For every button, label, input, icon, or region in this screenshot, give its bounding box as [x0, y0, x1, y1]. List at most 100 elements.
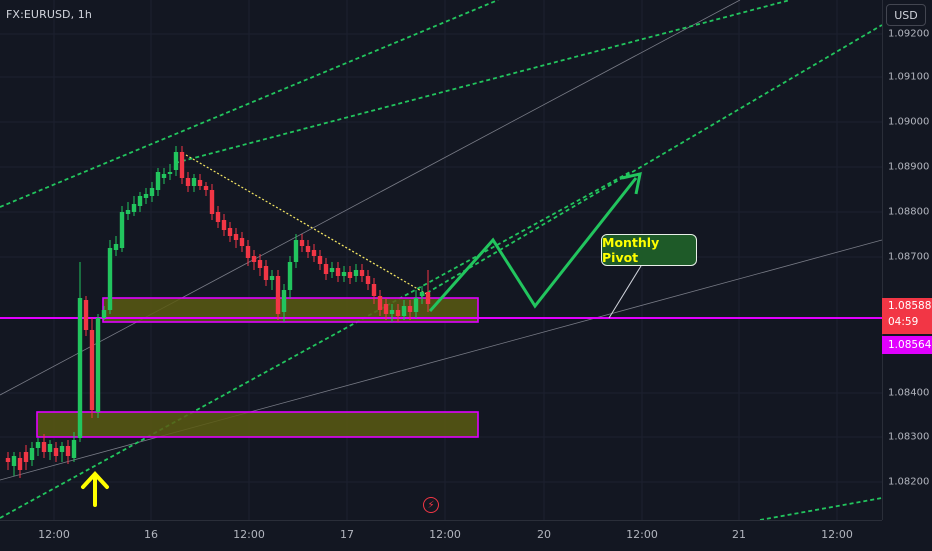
trendline-gray-upper [0, 0, 741, 396]
candle-body [239, 238, 245, 246]
green-trendlines [0, 0, 882, 520]
bar-countdown: 04:59 [888, 316, 919, 328]
price-tick: 1.08200 [888, 476, 930, 488]
candle-body [419, 292, 425, 296]
time-axis[interactable] [0, 520, 882, 551]
candle-body [197, 180, 203, 186]
time-tick: 21 [732, 528, 746, 541]
price-tick: 1.09200 [888, 28, 930, 40]
candle-body [425, 292, 431, 304]
time-tick: 12:00 [233, 528, 265, 541]
candle-body [359, 270, 365, 276]
candle-body [5, 458, 11, 462]
candle-body [11, 456, 17, 466]
candle-body [245, 246, 251, 258]
candle-body [341, 272, 347, 276]
candle-body [275, 276, 281, 314]
trendline-steep [0, 0, 499, 208]
candle-body [191, 178, 197, 186]
trendline-gray-lower [0, 239, 882, 481]
candle-body [287, 262, 293, 290]
candle-body [257, 260, 263, 268]
price-tick: 1.08300 [888, 431, 930, 443]
price-axis[interactable] [882, 0, 932, 520]
currency-button[interactable]: USD [886, 4, 926, 26]
time-tick: 16 [144, 528, 158, 541]
trendline-upper-channel [174, 0, 791, 164]
candle-body [407, 306, 413, 312]
candle-body [95, 318, 101, 412]
current-price-tag: 1.08588 04:59 [882, 298, 932, 334]
candle-body [383, 304, 389, 314]
time-tick: 20 [537, 528, 551, 541]
candle-body [107, 248, 113, 310]
candle-body [125, 210, 131, 214]
candle-body [23, 452, 29, 462]
candle-body [371, 284, 377, 296]
trendline-lower-support [0, 171, 631, 519]
candle-body [185, 178, 191, 186]
price-tick: 1.08400 [888, 387, 930, 399]
up-arrow-icon [81, 471, 109, 507]
candle-body [395, 310, 401, 316]
price-tick: 1.08900 [888, 161, 930, 173]
candle-body [77, 298, 83, 438]
candle-body [305, 246, 311, 252]
candle-body [389, 310, 395, 314]
candle-body [167, 172, 173, 174]
candle-body [173, 152, 179, 170]
candle-body [113, 244, 119, 250]
candle-body [83, 300, 89, 330]
price-tick: 1.09000 [888, 116, 930, 128]
projection-arrowhead [621, 172, 642, 195]
candle-body [311, 250, 317, 256]
pivot-price-tag: 1.08564 [882, 336, 932, 354]
candle-body [335, 268, 341, 276]
current-price: 1.08588 [888, 300, 932, 312]
projection-arrow-icon [428, 177, 638, 312]
candle-body [281, 290, 287, 312]
candle-body [233, 234, 239, 240]
candle-body [401, 306, 407, 316]
candle-body [293, 240, 299, 262]
time-tick: 12:00 [821, 528, 853, 541]
price-tick: 1.09100 [888, 71, 930, 83]
candle-body [377, 296, 383, 310]
candle-body [65, 446, 71, 456]
candle-body [209, 190, 215, 214]
candle-body [347, 272, 353, 278]
candle-body [413, 298, 419, 312]
candle-body [35, 442, 41, 448]
candle-body [149, 188, 155, 196]
candle-body [251, 256, 257, 262]
candle-body [137, 196, 143, 206]
price-chart[interactable] [0, 0, 882, 520]
time-tick: 12:00 [38, 528, 70, 541]
symbol-label[interactable]: FX:EURUSD, 1h [6, 8, 92, 21]
candle-body [329, 268, 335, 272]
candle-body [365, 276, 371, 284]
candle-body [323, 264, 329, 274]
candle-body [29, 448, 35, 460]
lightning-icon[interactable]: ⚡ [423, 497, 439, 513]
candle-body [17, 458, 23, 470]
price-tick: 1.08700 [888, 251, 930, 263]
price-tick: 1.08800 [888, 206, 930, 218]
candle-body [299, 240, 305, 246]
candle-body [353, 270, 359, 276]
candle-body [269, 276, 275, 280]
descending-dotted-line [185, 154, 431, 297]
candle-body [71, 440, 77, 458]
callout-pointer [608, 265, 642, 319]
candle-body [161, 174, 167, 178]
lower-demand-zone [36, 411, 479, 438]
candle-body [59, 446, 65, 452]
candle-body [179, 152, 185, 178]
candle-body [101, 310, 107, 318]
time-tick: 17 [340, 528, 354, 541]
candle-body [215, 212, 221, 222]
candle-body [317, 256, 323, 264]
candle-body [47, 444, 53, 452]
monthly-pivot-callout[interactable]: Monthly Pivot [601, 234, 697, 266]
candle-body [53, 448, 59, 456]
